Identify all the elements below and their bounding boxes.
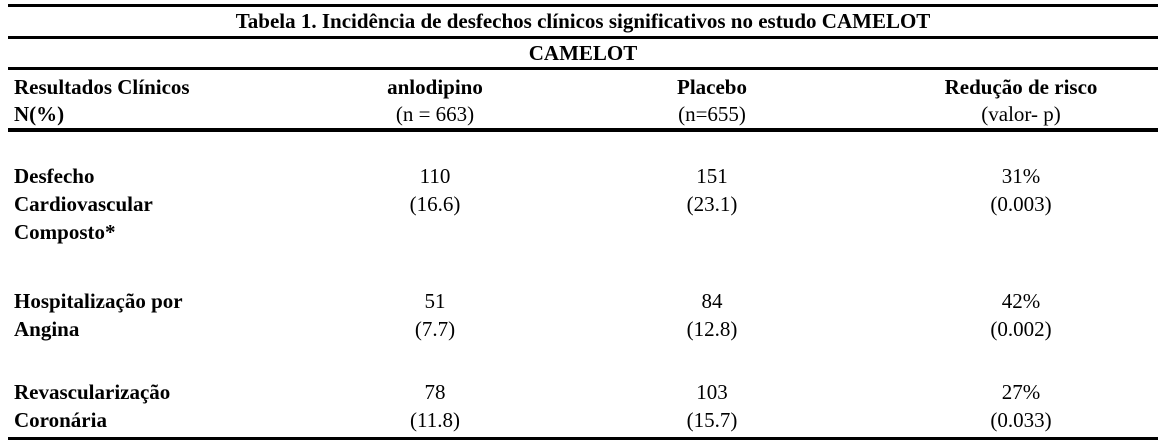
table-row-revascularizacao-coronaria: Revascularização Coronária 78 (11.8) 103… xyxy=(8,378,1158,434)
percent-value: (23.1) xyxy=(686,192,738,216)
p-value: (0.003) xyxy=(990,192,1052,216)
column-header-sub: (n=655) xyxy=(678,102,746,126)
table-subtitle: CAMELOT xyxy=(528,41,638,65)
table-row-hospitalizacao-angina: Hospitalização por Angina 51 (7.7) 84 (1… xyxy=(8,287,1158,343)
outcome-line: Revascularização xyxy=(14,380,171,404)
risk-reduction-cell: 27% (0.033) xyxy=(884,378,1158,434)
percent-value: (12.8) xyxy=(686,317,738,341)
table-header-row: Resultados Clínicos N(%) anlodipino (n =… xyxy=(8,70,1158,128)
p-value: (0.033) xyxy=(990,408,1052,432)
risk-reduction-cell: 42% (0.002) xyxy=(884,287,1158,343)
p-value: (0.002) xyxy=(990,317,1052,341)
column-header-sub: (valor- p) xyxy=(981,102,1061,126)
count-value: 151 xyxy=(696,164,728,188)
header-divider-rule xyxy=(8,128,1158,132)
outcome-label-cell: Hospitalização por Angina xyxy=(8,287,330,343)
table-title: Tabela 1. Incidência de desfechos clínic… xyxy=(235,9,931,33)
anlodipino-value-cell: 110 (16.6) xyxy=(330,162,540,246)
column-header-sub: (n = 663) xyxy=(395,102,475,126)
percent-value: (16.6) xyxy=(409,192,461,216)
outcome-line: Hospitalização por xyxy=(14,289,183,313)
placebo-value-cell: 84 (12.8) xyxy=(540,287,884,343)
column-header-label: anlodipino xyxy=(387,75,483,99)
placebo-value-cell: 103 (15.7) xyxy=(540,378,884,434)
outcome-label-cell: Revascularização Coronária xyxy=(8,378,330,434)
outcome-line: Composto* xyxy=(14,220,116,244)
subtitle-divider-rule xyxy=(8,67,1158,70)
header-cell-resultados: Resultados Clínicos N(%) xyxy=(8,74,330,128)
percent-value: (7.7) xyxy=(414,317,456,341)
outcome-line: Cardiovascular xyxy=(14,192,153,216)
count-value: 51 xyxy=(424,289,446,313)
outcome-line: Desfecho xyxy=(14,164,95,188)
table-row-desfecho-composto: Desfecho Cardiovascular Composto* 110 (1… xyxy=(8,162,1158,246)
header-cell-reducao-risco: Redução de risco (valor- p) xyxy=(884,74,1158,128)
count-value: 78 xyxy=(424,380,446,404)
column-header-label: Resultados Clínicos xyxy=(14,75,190,99)
column-header-label: Redução de risco xyxy=(944,75,1098,99)
bottom-rule xyxy=(8,437,1158,440)
risk-reduction-cell: 31% (0.003) xyxy=(884,162,1158,246)
outcome-line: Coronária xyxy=(14,408,107,432)
placebo-value-cell: 151 (23.1) xyxy=(540,162,884,246)
risk-reduction-value: 42% xyxy=(1001,289,1041,313)
outcome-line: Angina xyxy=(14,317,80,341)
count-value: 84 xyxy=(701,289,723,313)
title-divider-rule xyxy=(8,36,1158,39)
top-rule xyxy=(8,4,1158,7)
percent-value: (11.8) xyxy=(410,408,460,432)
clinical-outcomes-table: Tabela 1. Incidência de desfechos clínic… xyxy=(8,4,1158,440)
header-cell-anlodipino: anlodipino (n = 663) xyxy=(330,74,540,128)
column-header-sub: N(%) xyxy=(14,102,65,126)
header-cell-placebo: Placebo (n=655) xyxy=(540,74,884,128)
anlodipino-value-cell: 51 (7.7) xyxy=(330,287,540,343)
percent-value: (15.7) xyxy=(686,408,738,432)
count-value: 110 xyxy=(419,164,451,188)
table-body: Desfecho Cardiovascular Composto* 110 (1… xyxy=(8,132,1158,434)
risk-reduction-value: 31% xyxy=(1001,164,1041,188)
risk-reduction-value: 27% xyxy=(1001,380,1041,404)
count-value: 103 xyxy=(696,380,728,404)
column-header-label: Placebo xyxy=(677,75,747,99)
outcome-label-cell: Desfecho Cardiovascular Composto* xyxy=(8,162,330,246)
anlodipino-value-cell: 78 (11.8) xyxy=(330,378,540,434)
